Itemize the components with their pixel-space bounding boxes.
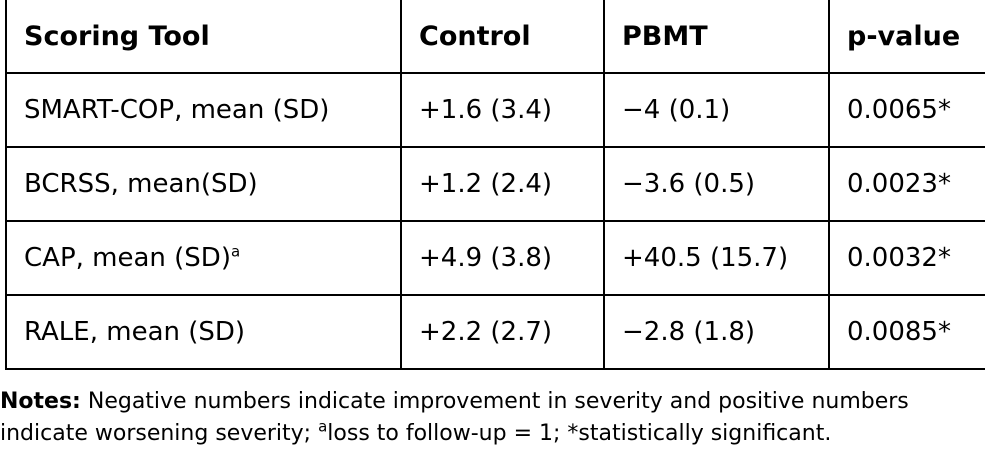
notes-line-1: Notes: Negative numbers indicate improve… bbox=[0, 386, 985, 418]
cell-scoring-tool: CAP, mean (SD)a bbox=[5, 220, 402, 296]
table-row: SMART-COP, mean (SD) +1.6 (3.4) −4 (0.1)… bbox=[5, 72, 985, 148]
notes-text-1: Negative numbers indicate improvement in… bbox=[87, 389, 909, 414]
cell-scoring-tool: RALE, mean (SD) bbox=[5, 294, 402, 370]
header-p-value: p-value bbox=[828, 0, 985, 74]
scoring-tool-table: Scoring Tool Control PBMT p-value SMART-… bbox=[5, 0, 985, 370]
cell-p-value: 0.0032* bbox=[828, 220, 985, 296]
tool-name: RALE, mean (SD) bbox=[24, 317, 246, 347]
table-row: RALE, mean (SD) +2.2 (2.7) −2.8 (1.8) 0.… bbox=[5, 294, 985, 370]
notes-text-2-pre: indicate worsening severity; bbox=[0, 421, 319, 446]
table-row: CAP, mean (SD)a +4.9 (3.8) +40.5 (15.7) … bbox=[5, 220, 985, 296]
notes-line-2: indicate worsening severity; aloss to fo… bbox=[0, 418, 985, 450]
tool-name: SMART-COP, mean (SD) bbox=[24, 95, 330, 125]
tool-name: BCRSS, mean(SD) bbox=[24, 169, 258, 199]
cell-pbmt: −4 (0.1) bbox=[603, 72, 830, 148]
notes-text-2-post: loss to follow-up = 1; *statistically si… bbox=[327, 421, 832, 446]
cell-pbmt: −2.8 (1.8) bbox=[603, 294, 830, 370]
cell-control: +1.6 (3.4) bbox=[400, 72, 605, 148]
table-header-row: Scoring Tool Control PBMT p-value bbox=[5, 0, 985, 74]
cell-p-value: 0.0085* bbox=[828, 294, 985, 370]
cell-scoring-tool: SMART-COP, mean (SD) bbox=[5, 72, 402, 148]
notes-label: Notes: bbox=[0, 389, 81, 414]
table-notes: Notes: Negative numbers indicate improve… bbox=[0, 386, 985, 450]
header-scoring-tool: Scoring Tool bbox=[5, 0, 402, 74]
cell-pbmt: −3.6 (0.5) bbox=[603, 146, 830, 222]
header-pbmt: PBMT bbox=[603, 0, 830, 74]
results-table-container: Scoring Tool Control PBMT p-value SMART-… bbox=[5, 0, 985, 370]
cell-pbmt: +40.5 (15.7) bbox=[603, 220, 830, 296]
header-control: Control bbox=[400, 0, 605, 74]
cell-p-value: 0.0065* bbox=[828, 72, 985, 148]
cell-p-value: 0.0023* bbox=[828, 146, 985, 222]
cell-control: +4.9 (3.8) bbox=[400, 220, 605, 296]
tool-name: CAP, mean (SD) bbox=[24, 243, 231, 273]
footnote-marker: a bbox=[230, 242, 241, 261]
footnote-marker: a bbox=[318, 417, 328, 436]
table-row: BCRSS, mean(SD) +1.2 (2.4) −3.6 (0.5) 0.… bbox=[5, 146, 985, 222]
cell-scoring-tool: BCRSS, mean(SD) bbox=[5, 146, 402, 222]
cell-control: +1.2 (2.4) bbox=[400, 146, 605, 222]
cell-control: +2.2 (2.7) bbox=[400, 294, 605, 370]
